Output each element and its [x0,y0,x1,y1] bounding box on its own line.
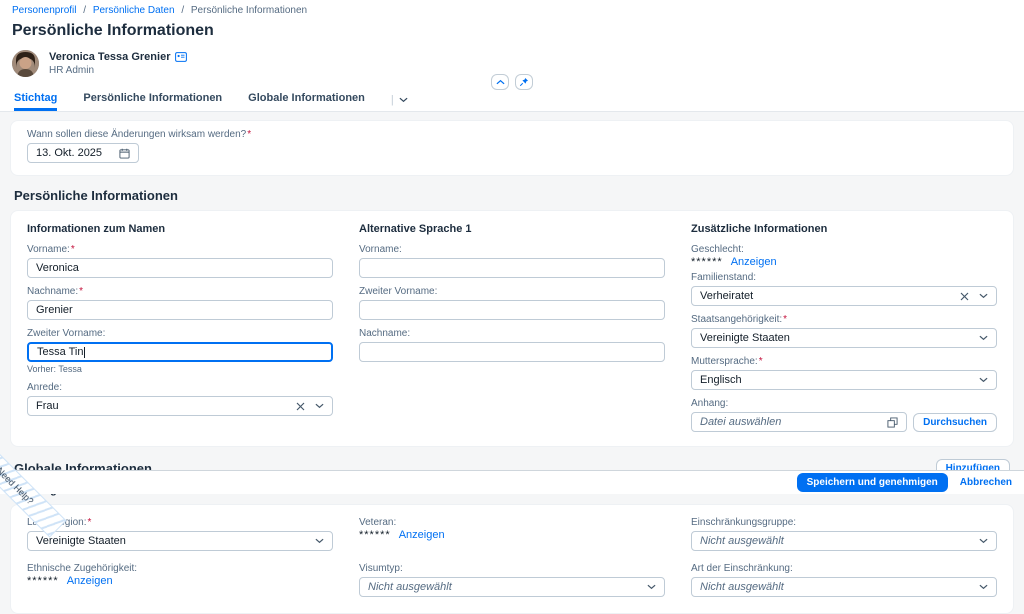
alt-vorname-input[interactable] [359,258,665,278]
ethnische-masked-value: ****** [27,575,59,587]
content: Wann sollen diese Änderungen wirksam wer… [0,112,1024,614]
value-help-icon[interactable] [887,417,898,428]
muttersprache-select[interactable]: Englisch [691,370,997,390]
effective-date-value: 13. Okt. 2025 [36,147,102,159]
breadcrumb-current: Persönliche Informationen [191,5,307,16]
chevron-down-icon[interactable] [979,377,988,383]
chevron-down-icon[interactable] [979,584,988,590]
global-info-card: Land/Region:* Vereinigte Staaten Veteran… [10,504,1014,614]
personal-info-card: Informationen zum Namen Vorname:* Nachna… [10,210,1014,447]
avatar [12,50,39,77]
alt-language-title: Alternative Sprache 1 [359,223,665,235]
breadcrumb-personenprofil[interactable]: Personenprofil [12,5,76,16]
tab-separator: | [391,94,394,106]
chevron-down-icon[interactable] [647,584,656,590]
additional-info-title: Zusätzliche Informationen [691,223,997,235]
speichern-und-genehmigen-button[interactable]: Speichern und genehmigen [797,473,948,492]
effective-date-card: Wann sollen diese Änderungen wirksam wer… [10,120,1014,176]
staatsangehoerigkeit-select[interactable]: Vereinigte Staaten [691,328,997,348]
veteran-masked-value: ****** [359,529,391,541]
chevron-down-icon[interactable] [979,538,988,544]
ethnische-anzeigen-link[interactable]: Anzeigen [67,575,113,587]
clear-icon[interactable] [960,292,969,301]
additional-info-column: Zusätzliche Informationen Geschlecht: **… [691,223,997,432]
veteran-anzeigen-link[interactable]: Anzeigen [399,529,445,541]
header-controls [12,74,1012,92]
user-details-icon[interactable] [175,52,187,62]
text-cursor [84,347,85,358]
tab-overflow-chevron-down-icon[interactable] [399,97,408,103]
tab-globale-informationen[interactable]: Globale Informationen [248,92,365,111]
geschlecht-masked-value: ****** [691,256,723,268]
breadcrumb-separator: / [83,5,86,16]
land-region-select[interactable]: Vereinigte Staaten [27,531,333,551]
name-group-title: Informationen zum Namen [27,223,333,235]
avatar-photo [12,50,39,77]
art-der-einschraenkung-select[interactable]: Nicht ausgewählt [691,577,997,597]
visumtyp-select[interactable]: Nicht ausgewählt [359,577,665,597]
alt-zweiter-vorname-input[interactable] [359,300,665,320]
user-role: HR Admin [49,65,187,76]
calendar-icon[interactable] [119,148,130,159]
page-title: Persönliche Informationen [12,22,1012,40]
alt-language-column: Alternative Sprache 1 Vorname: Zweiter V… [359,223,665,432]
zweiter-vorname-previous-value: Vorher: Tessa [27,364,333,374]
nachname-input[interactable] [27,300,333,320]
durchsuchen-button[interactable]: Durchsuchen [913,413,997,432]
zweiter-vorname-input[interactable] [27,342,333,362]
chevron-down-icon[interactable] [315,403,324,409]
collapse-header-button[interactable] [491,74,509,90]
familienstand-combobox[interactable]: Verheiratet [691,286,997,306]
vorname-input[interactable] [27,258,333,278]
breadcrumb-separator: / [181,5,184,16]
pin-icon [519,77,529,87]
chevron-down-icon[interactable] [979,293,988,299]
chevron-down-icon[interactable] [979,335,988,341]
geschlecht-anzeigen-link[interactable]: Anzeigen [731,256,777,268]
clear-icon[interactable] [296,402,305,411]
effective-date-label: Wann sollen diese Änderungen wirksam wer… [27,129,997,140]
alt-nachname-input[interactable] [359,342,665,362]
tab-stichtag[interactable]: Stichtag [14,92,57,111]
tab-persoenliche-informationen[interactable]: Persönliche Informationen [83,92,222,111]
anrede-combobox[interactable]: Frau [27,396,333,416]
einschraenkungsgruppe-select[interactable]: Nicht ausgewählt [691,531,997,551]
breadcrumb-persoenliche-daten[interactable]: Persönliche Daten [93,5,175,16]
footer-bar: Speichern und genehmigen Abbrechen [0,470,1024,494]
chevron-down-icon[interactable] [315,538,324,544]
breadcrumb: Personenprofil / Persönliche Daten / Per… [12,5,1012,16]
page-header: Personenprofil / Persönliche Daten / Per… [0,0,1024,112]
tab-bar: Stichtag Persönliche Informationen Globa… [12,92,1012,111]
personal-section-title: Persönliche Informationen [14,188,1010,203]
anhang-file-input[interactable]: Datei auswählen [691,412,907,432]
effective-date-input[interactable]: 13. Okt. 2025 [27,143,139,163]
abbrechen-button[interactable]: Abbrechen [960,477,1012,488]
name-info-column: Informationen zum Namen Vorname:* Nachna… [27,223,333,432]
chevron-up-icon [496,79,505,85]
user-name: Veronica Tessa Grenier [49,51,170,63]
pin-header-button[interactable] [515,74,533,90]
